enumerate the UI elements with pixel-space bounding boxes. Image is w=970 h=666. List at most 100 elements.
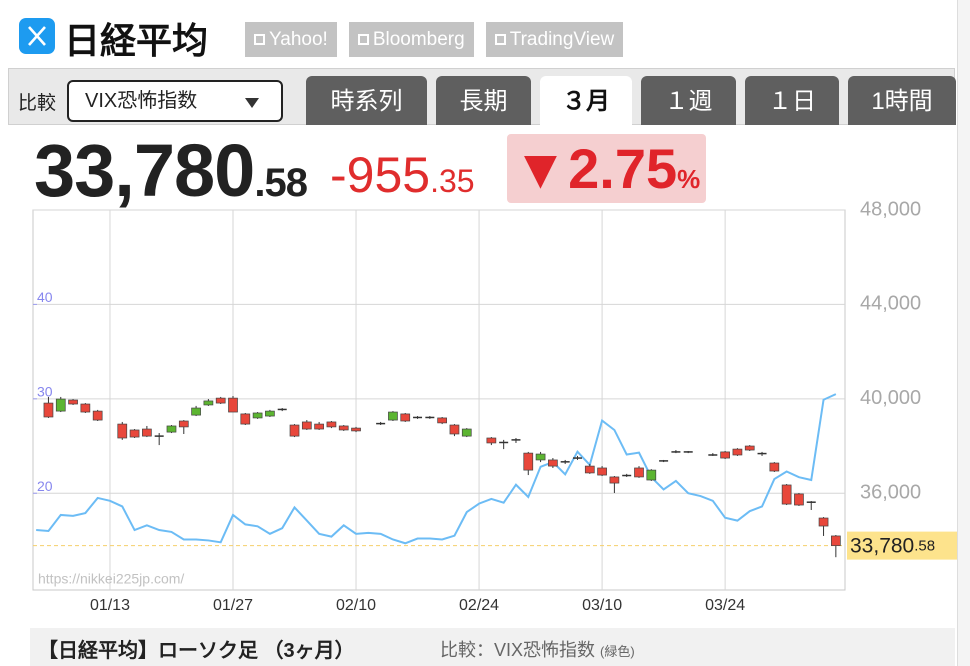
candle-body <box>511 439 521 441</box>
candle-body <box>68 399 78 405</box>
change-dec: .35 <box>430 163 475 199</box>
candle-body <box>376 422 386 425</box>
caption-note: (緑色) <box>600 644 635 659</box>
tab[interactable]: ３月 <box>540 76 632 125</box>
title: 日経平均 <box>64 20 209 61</box>
x-tick-label: 03/24 <box>705 597 745 614</box>
candle-body <box>55 398 66 412</box>
candle-body <box>314 423 324 430</box>
x-tick-label: 02/24 <box>459 597 499 614</box>
candle-body <box>461 428 472 437</box>
link-icon <box>357 34 369 45</box>
caption-title: 【日経平均】ローソク足 （3ヶ月） <box>38 640 355 662</box>
candle-body <box>129 429 140 438</box>
candle-body <box>154 435 164 437</box>
external-link[interactable]: Bloomberg <box>348 22 474 57</box>
y-tick-label: 48,000 <box>860 198 921 220</box>
y2-tick-label: 40 <box>37 289 53 305</box>
candle-body <box>92 410 103 421</box>
candle-body <box>80 403 91 413</box>
candle-body <box>806 501 816 503</box>
candle-body <box>203 400 214 406</box>
candle-body <box>499 441 509 444</box>
candle-body <box>425 416 435 419</box>
change: -955.35 <box>330 146 475 204</box>
caption: 【日経平均】ローソク足 （3ヶ月） 比較：VIX恐怖指数 (緑色) <box>30 628 955 666</box>
caption-compare: 比較：VIX恐怖指数 (緑色) <box>440 636 635 662</box>
candle-body <box>301 421 312 430</box>
candle-body <box>449 424 460 435</box>
candle-body <box>794 493 804 506</box>
candle-body <box>289 424 300 437</box>
compare-label: 比較 <box>18 93 57 114</box>
candle-body <box>634 467 644 478</box>
caption-compare-text: 比較：VIX恐怖指数 <box>440 640 596 660</box>
candle-body <box>535 453 546 461</box>
candle-body <box>584 465 595 474</box>
candle-body <box>486 437 497 444</box>
candle-body <box>142 428 152 437</box>
price-int: 33,780 <box>34 129 255 212</box>
tab[interactable]: １日 <box>745 76 839 125</box>
x-tick-label: 02/10 <box>336 597 376 614</box>
candle-body <box>744 445 755 451</box>
candle-body <box>265 410 275 417</box>
candle-body <box>597 467 607 476</box>
candle-body <box>178 420 189 428</box>
tab[interactable]: 長期 <box>436 76 531 125</box>
candle-body <box>252 412 263 419</box>
x-icon[interactable] <box>19 18 55 54</box>
y2-tick-label: 20 <box>37 478 53 494</box>
price: 33,780.58 <box>34 128 308 213</box>
y2-tick-label: 30 <box>37 384 53 400</box>
candle-body <box>548 459 558 467</box>
compare-select[interactable]: VIX恐怖指数 <box>67 80 283 122</box>
candle-body <box>326 421 337 428</box>
last-price-label: 33,780.58 <box>850 534 935 557</box>
candle-body <box>523 452 534 471</box>
x-tick-label: 01/13 <box>90 597 130 614</box>
candle-body <box>646 469 657 481</box>
candle-body <box>708 454 718 456</box>
candle-body <box>572 457 582 459</box>
candle-body <box>560 461 570 463</box>
candle-body <box>659 460 669 462</box>
candle-body <box>609 476 620 484</box>
tab[interactable]: 1時間 <box>848 76 956 125</box>
x-tick-label: 03/10 <box>582 597 622 614</box>
candle-body <box>240 413 251 425</box>
candle-body <box>351 427 361 432</box>
tab[interactable]: 時系列 <box>306 76 427 125</box>
candle-body <box>338 425 349 431</box>
tabs: 時系列 長期 ３月 １週 １日 1時間 <box>306 76 956 125</box>
candle-body <box>228 397 238 413</box>
candle-body <box>166 425 177 433</box>
external-link[interactable]: Yahoo! <box>245 22 337 57</box>
link-text: TradingView <box>509 29 615 50</box>
line <box>36 393 837 545</box>
candle-body <box>43 402 54 418</box>
candle-body <box>400 413 411 422</box>
candle-body <box>769 462 780 472</box>
candle-body <box>818 517 829 527</box>
candle-body <box>215 397 226 404</box>
candle-body <box>622 474 632 477</box>
link-icon <box>494 34 506 45</box>
candle-body <box>277 408 287 411</box>
external-link[interactable]: TradingView <box>485 22 624 57</box>
y-tick-label: 40,000 <box>860 387 921 409</box>
watermark: https://nikkei225jp.com/ <box>38 571 184 587</box>
link-text: Yahoo! <box>269 29 328 50</box>
link-icon <box>254 34 265 45</box>
candle-body <box>830 535 841 546</box>
y-tick-label: 44,000 <box>860 293 921 315</box>
candle-body <box>437 417 448 424</box>
percent-unit: % <box>677 164 701 194</box>
candle-body <box>683 451 693 453</box>
x-tick-label: 01/27 <box>213 597 253 614</box>
candle-body <box>117 423 128 439</box>
last-price-int: 33,780 <box>850 534 914 557</box>
tab[interactable]: １週 <box>641 76 736 125</box>
